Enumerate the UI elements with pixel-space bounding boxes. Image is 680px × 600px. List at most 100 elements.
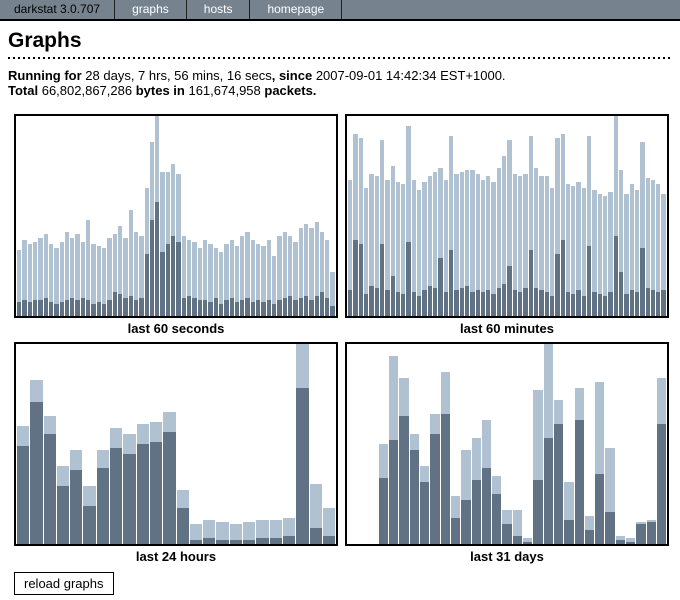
bar-segment-dark: [43, 434, 56, 544]
bar-segment-light: [309, 228, 314, 300]
bar-segment-light: [203, 520, 216, 538]
bar-segment-light: [245, 232, 250, 298]
stacked-bar: [560, 116, 565, 316]
bar-segment-light: [155, 116, 160, 202]
bar-segment-light: [411, 180, 417, 292]
stacked-bar: [229, 344, 243, 544]
bar-segment-dark: [420, 482, 430, 544]
bar-segment-light: [492, 476, 502, 494]
stacked-bar: [615, 344, 626, 544]
bar-segment-dark: [160, 252, 165, 316]
bar-segment-light: [112, 234, 117, 292]
bar-segment-dark: [54, 304, 59, 316]
bar-segment-light: [266, 240, 271, 300]
stacked-bar: [385, 116, 390, 316]
bar-segment-light: [512, 174, 517, 290]
stacked-bar: [187, 116, 192, 316]
bar-segment-light: [208, 244, 213, 302]
bar-segment-light: [163, 412, 176, 432]
stacked-bar: [353, 116, 358, 316]
bar-segment-light: [409, 434, 420, 450]
bar-segment-light: [533, 390, 543, 480]
bar-segment-dark: [149, 220, 155, 316]
stacked-bar: [128, 116, 133, 316]
stacked-bar: [298, 116, 303, 316]
stacked-bar: [319, 116, 325, 316]
bar-segment-dark: [269, 538, 282, 544]
page-title: Graphs: [8, 29, 82, 52]
bar-segment-light: [584, 516, 595, 530]
stacked-bar: [401, 116, 406, 316]
bar-segment-light: [448, 136, 454, 250]
stacked-bar: [296, 344, 309, 544]
reload-graphs-button[interactable]: reload graphs: [14, 572, 114, 595]
bar-segment-dark: [629, 290, 634, 316]
bar-segment-dark: [553, 424, 564, 544]
packets-label: packets.: [264, 83, 317, 98]
bar-segment-light: [59, 242, 64, 302]
stacked-bar: [587, 116, 592, 316]
bar-segment-dark: [406, 242, 411, 316]
stacked-bar: [661, 116, 666, 316]
bar-segment-dark: [322, 536, 336, 544]
bar-segment-light: [595, 382, 605, 474]
bar-segment-light: [491, 182, 496, 294]
app-version-label: darkstat 3.0.707: [14, 2, 101, 16]
stacked-bar: [160, 116, 165, 316]
stacked-bar: [43, 344, 56, 544]
stacked-bar: [512, 116, 517, 316]
total-label: Total: [8, 83, 39, 98]
bar-segment-light: [496, 168, 502, 288]
bar-segment-light: [250, 240, 256, 302]
stacked-bar: [123, 344, 136, 544]
nav-item-graphs[interactable]: graphs: [114, 0, 186, 19]
bar-segment-dark: [32, 300, 38, 316]
bar-segment-dark: [155, 202, 160, 316]
bar-segment-light: [128, 210, 133, 296]
stacked-bar: [266, 116, 271, 316]
bar-segment-dark: [229, 298, 234, 316]
bar-segment-dark: [314, 296, 319, 316]
bar-segment-light: [543, 344, 553, 438]
stacked-bar: [330, 116, 335, 316]
stacked-bar: [564, 344, 574, 544]
bar-segment-light: [389, 356, 399, 440]
stacked-bar: [646, 344, 656, 544]
stacked-bar: [629, 116, 634, 316]
bar-chart-60-minutes: [345, 114, 669, 318]
stacked-bar: [149, 116, 155, 316]
stacked-bar: [117, 116, 123, 316]
bar-segment-dark: [202, 300, 208, 316]
stacked-bar: [399, 344, 409, 544]
stacked-bar: [378, 344, 389, 544]
bar-segment-dark: [533, 480, 543, 544]
bar-segment-light: [322, 508, 336, 536]
stacked-bar: [234, 116, 240, 316]
stacked-bar: [369, 344, 378, 544]
graph-last-60-seconds: last 60 seconds: [14, 114, 338, 336]
bar-segment-dark: [597, 294, 602, 316]
bar-segment-light: [565, 184, 571, 292]
stacked-bar: [224, 116, 229, 316]
bar-segment-dark: [165, 244, 171, 316]
stacked-bar: [553, 344, 564, 544]
bar-segment-dark: [287, 296, 293, 316]
uptime-line: Running for 28 days, 7 hrs, 56 mins, 16 …: [8, 68, 672, 83]
nav-item-homepage[interactable]: homepage: [249, 0, 341, 19]
bar-segment-light: [553, 400, 564, 424]
stacked-bar: [358, 116, 363, 316]
stacked-bar: [27, 116, 32, 316]
bar-segment-dark: [112, 292, 117, 316]
stacked-bar: [70, 344, 83, 544]
bar-segment-light: [197, 248, 202, 300]
bar-segment-light: [576, 182, 581, 290]
bar-segment-light: [564, 482, 574, 520]
stacked-bar: [486, 116, 491, 316]
nav-item-hosts[interactable]: hosts: [185, 0, 250, 19]
bar-segment-light: [30, 380, 43, 402]
stacked-bar: [229, 116, 234, 316]
bar-segment-light: [149, 142, 155, 220]
bar-segment-dark: [38, 300, 43, 316]
bar-segment-light: [512, 510, 523, 536]
bar-segment-dark: [636, 524, 646, 544]
